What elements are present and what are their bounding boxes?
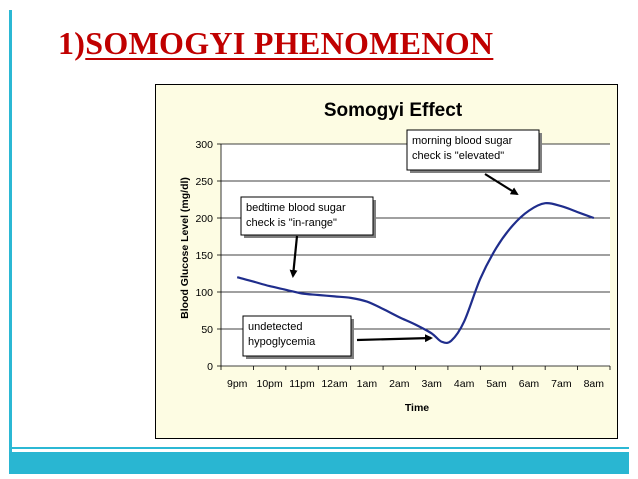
- y-axis-label: Blood Glucose Level (mg/dl): [179, 177, 191, 319]
- y-tick-label: 50: [201, 324, 213, 336]
- annotation-bedtime-arrow: [289, 235, 299, 278]
- chart-title: Somogyi Effect: [324, 100, 463, 121]
- annotation-morning-text: morning blood sugar: [412, 135, 513, 147]
- x-tick-label: 4am: [454, 378, 475, 390]
- x-tick-label: 2am: [389, 378, 410, 390]
- annotation-bedtime-text: bedtime blood sugar: [246, 202, 346, 214]
- chart-container: Somogyi Effect 0 50 100 150 200 250 300 9pm 10p…: [155, 84, 618, 439]
- y-tick-label: 150: [195, 250, 213, 262]
- slide-title-text: SOMOGYI PHENOMENON: [85, 25, 494, 61]
- x-tick-label: 7am: [551, 378, 572, 390]
- y-tick-label: 300: [195, 139, 213, 151]
- slide-frame-bottom-bar: [9, 452, 629, 474]
- annotation-hypoglycemia-text: undetected: [248, 321, 302, 333]
- x-tick-label: 12am: [321, 378, 348, 390]
- annotation-hypoglycemia-arrow: [356, 334, 433, 343]
- glucose-series-line: [236, 201, 595, 345]
- x-tick-label: 10pm: [256, 378, 283, 390]
- x-tick-label: 11pm: [289, 378, 315, 390]
- annotation-hypoglycemia-box: [242, 315, 352, 357]
- y-tick-label: 0: [207, 361, 213, 373]
- x-tick-label: 9pm: [227, 378, 248, 390]
- y-tick-label: 200: [195, 213, 213, 225]
- slide-frame-left-bar: [9, 10, 12, 460]
- y-tick-label: 250: [195, 176, 213, 188]
- x-tick-label: 8am: [584, 378, 605, 390]
- annotation-hypoglycemia-text: hypoglycemia: [248, 336, 316, 348]
- y-tick-label: 100: [195, 287, 213, 299]
- annotation-morning-box: [406, 129, 540, 171]
- slide-title-number: 1): [58, 25, 86, 61]
- annotation-morning-text: check is "elevated": [412, 150, 504, 162]
- somogyi-line-chart: Somogyi Effect 0 50 100 150 200 250 300 9pm 10p…: [155, 84, 618, 439]
- x-axis-label: Time: [405, 402, 429, 414]
- annotation-morning-arrow: [484, 173, 519, 196]
- x-tick-label: 3am: [421, 378, 442, 390]
- x-tick-label: 6am: [519, 378, 540, 390]
- x-tick-label: 1am: [357, 378, 378, 390]
- slide-title: 1)SOMOGYI PHENOMENON: [58, 25, 493, 62]
- slide-frame-bottom-line: [9, 447, 629, 449]
- annotation-bedtime-text: check is "in-range": [246, 217, 337, 229]
- annotation-bedtime-box: [240, 196, 374, 236]
- x-tick-label: 5am: [486, 378, 507, 390]
